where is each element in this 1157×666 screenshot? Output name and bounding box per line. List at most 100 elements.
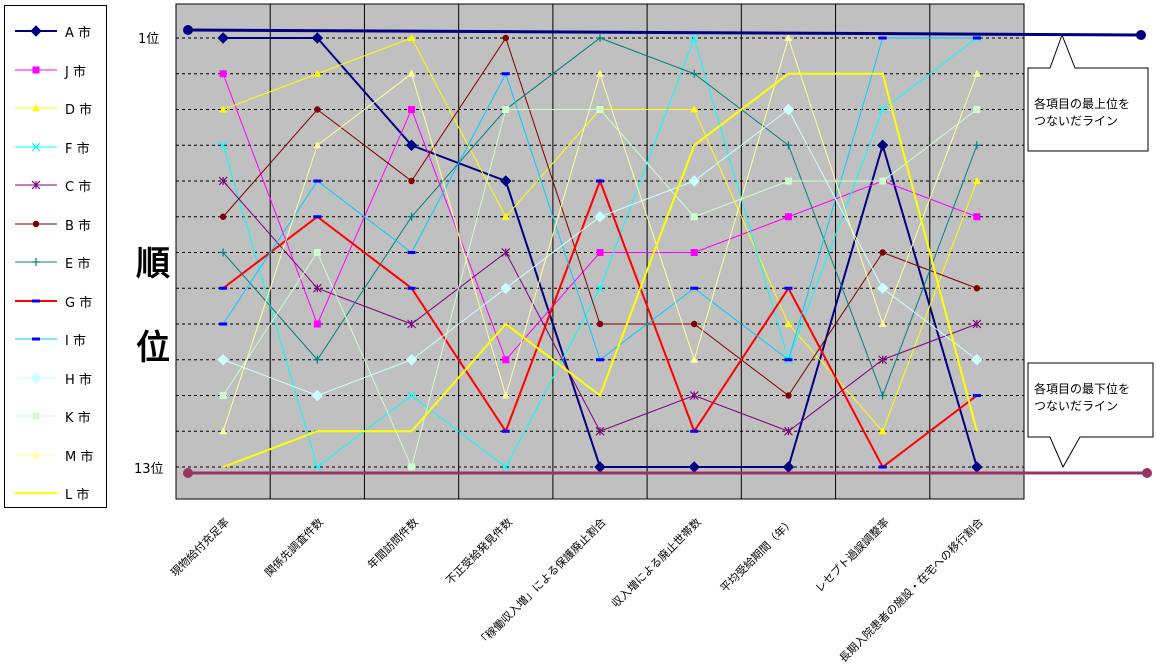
series-line (222, 72, 978, 468)
data-point (784, 320, 793, 327)
legend-item: K 市 (5, 405, 106, 426)
legend-swatch (15, 66, 57, 73)
data-point (502, 106, 510, 113)
bottom-line-end-dot (1142, 468, 1152, 478)
data-point (314, 106, 321, 113)
data-point (689, 33, 699, 43)
data-point (973, 106, 981, 113)
data-point (690, 249, 698, 256)
data-point (501, 72, 510, 76)
data-point (407, 69, 416, 77)
legend-item: E 市 (5, 251, 106, 272)
data-point (688, 175, 700, 187)
series-7 (219, 178, 981, 469)
data-point (311, 32, 324, 44)
legend-item: J 市 (5, 59, 106, 80)
data-point (30, 371, 42, 384)
data-point (405, 139, 418, 151)
data-point (313, 141, 322, 149)
data-point (219, 213, 227, 220)
legend-label: F 市 (65, 141, 90, 157)
data-point (30, 25, 42, 37)
data-point (784, 141, 793, 150)
data-point (972, 69, 981, 77)
series-10 (219, 106, 981, 471)
y-tick-bottom: 13位 (134, 462, 164, 477)
data-point (500, 175, 512, 187)
data-point (784, 213, 792, 221)
data-point (32, 450, 40, 458)
data-point (311, 389, 324, 402)
data-point (32, 412, 40, 420)
legend-item: M 市 (5, 444, 106, 465)
data-point (32, 220, 40, 227)
data-point (972, 36, 981, 40)
data-point (313, 320, 321, 328)
data-point (407, 319, 416, 329)
data-point (972, 177, 981, 184)
data-point (217, 354, 229, 366)
data-point (501, 248, 511, 257)
data-point (407, 212, 416, 221)
data-point (407, 391, 416, 400)
legend-item: B 市 (5, 213, 106, 234)
legend-label: D 市 (65, 103, 93, 118)
legend-swatch (15, 258, 57, 266)
data-point (313, 69, 322, 77)
legend-item: D 市 (5, 97, 106, 118)
data-point (502, 34, 509, 42)
data-point (313, 215, 322, 219)
legend-item: C 市 (5, 174, 106, 195)
legend: A 市 J 市 D 市 F 市 C 市 B 市 E 市 G 市 I 市 H 市 K 市 M 市 L 市 (4, 5, 107, 508)
y-tick-top: 1位 (138, 32, 160, 47)
legend-item: L 市 (5, 482, 106, 503)
data-point (596, 249, 604, 256)
data-point (690, 69, 699, 78)
data-point (972, 394, 981, 397)
series-12 (222, 72, 978, 468)
legend-swatch (15, 412, 57, 420)
data-point (407, 251, 416, 254)
data-point (407, 286, 416, 290)
data-point (785, 392, 792, 399)
data-point (878, 465, 887, 469)
legend-label: B 市 (65, 218, 92, 234)
data-point (878, 391, 887, 400)
bottom-line-start-dot (183, 468, 193, 478)
callout-bottom-bubble (1027, 362, 1154, 469)
data-point (971, 354, 983, 366)
legend-swatch (15, 299, 57, 302)
legend-swatch (15, 450, 57, 458)
callout-top-text: つないだライン (1034, 114, 1118, 128)
callout-bottom-text: 各項目の最下位を (1034, 381, 1130, 396)
legend-label: E 市 (65, 257, 91, 272)
data-point (973, 213, 981, 221)
data-point (217, 32, 229, 44)
data-point (500, 282, 512, 294)
data-point (219, 427, 228, 435)
data-point (596, 179, 604, 183)
legend-swatch (15, 492, 57, 494)
data-point (876, 139, 889, 151)
legend-label: G 市 (65, 295, 93, 311)
data-point (218, 140, 228, 150)
series-5 (219, 34, 981, 399)
legend-swatch (15, 337, 57, 341)
data-point (219, 105, 228, 113)
legend-item: H 市 (5, 367, 106, 388)
legend-swatch (15, 142, 57, 151)
data-point (501, 212, 510, 220)
legend-item: G 市 (5, 290, 106, 311)
legend-swatch (15, 180, 57, 190)
data-point (782, 103, 795, 116)
legend-label: M 市 (65, 449, 94, 465)
legend-label: A 市 (65, 26, 92, 41)
data-point (218, 176, 228, 186)
data-point (219, 322, 228, 326)
legend-item: F 市 (5, 136, 106, 157)
data-point (501, 462, 511, 472)
data-point (876, 282, 889, 294)
data-point (690, 429, 699, 433)
data-point (32, 258, 40, 266)
